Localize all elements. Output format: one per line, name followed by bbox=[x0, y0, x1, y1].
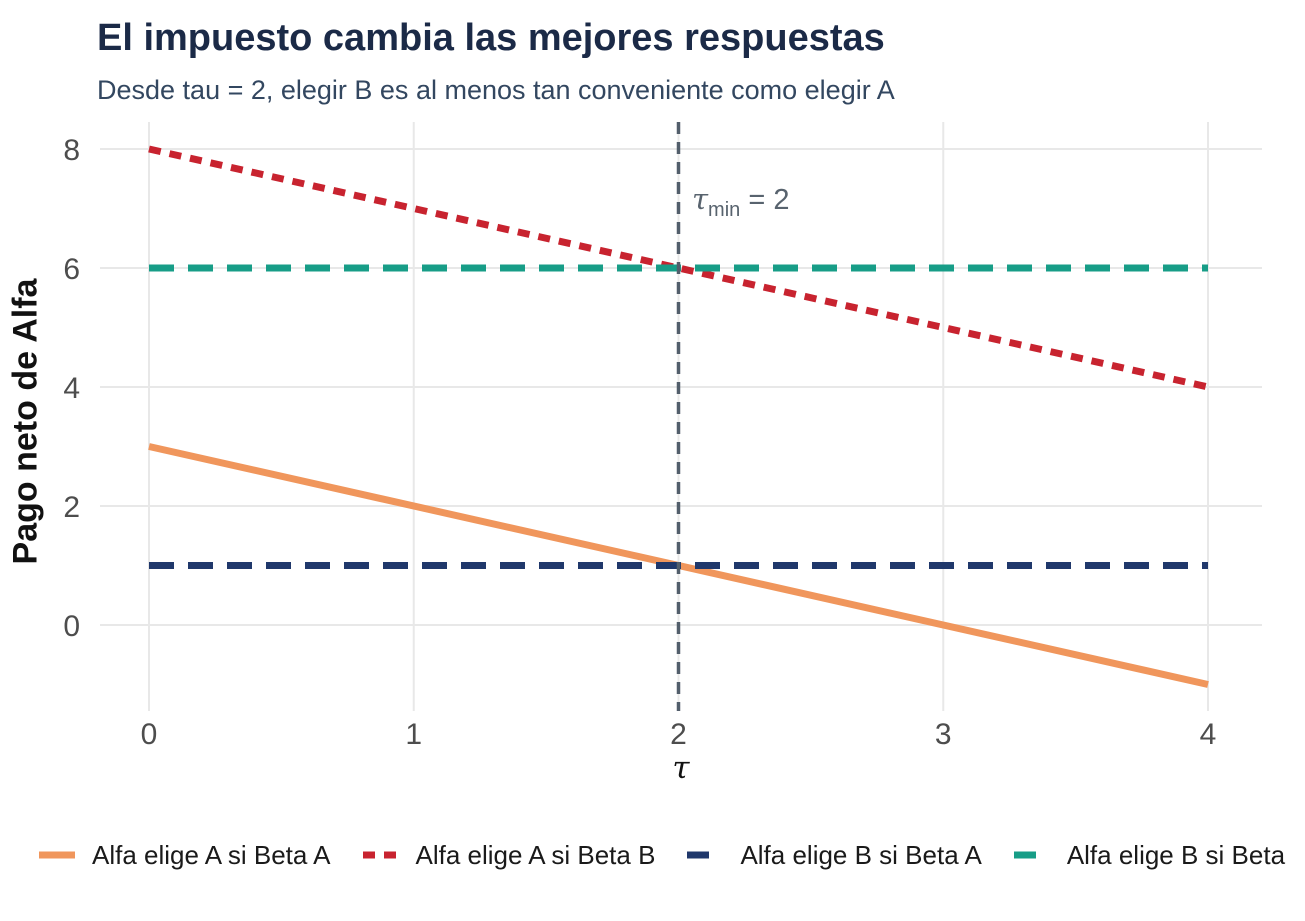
tau-min-annotation: τmin = 2 bbox=[692, 182, 789, 222]
y-tick-label: 6 bbox=[63, 253, 80, 286]
x-tick-label: 1 bbox=[405, 718, 422, 751]
y-axis-tick-labels: 0 2 4 6 8 bbox=[63, 134, 80, 643]
series-line bbox=[148, 145, 1209, 391]
x-tick-label: 3 bbox=[935, 718, 952, 751]
legend: Alfa elige A si Beta A Alfa elige A si Be… bbox=[37, 833, 1305, 877]
legend-key-line bbox=[39, 851, 75, 859]
y-axis-title: Pago neto de Alfa bbox=[6, 278, 45, 565]
annotation-value: = 2 bbox=[740, 184, 790, 216]
legend-key-line bbox=[1013, 851, 1050, 859]
legend-item: Alfa elige B si Beta A bbox=[685, 839, 982, 871]
y-tick-label: 8 bbox=[63, 134, 80, 167]
legend-label: Alfa elige B si Beta bbox=[1066, 839, 1286, 870]
legend-label: Alfa elige A si Beta B bbox=[415, 839, 656, 870]
tau-symbol: τ bbox=[692, 182, 709, 216]
x-tick-label: 2 bbox=[670, 718, 687, 751]
grid-lines bbox=[100, 122, 1262, 711]
x-tick-label: 0 bbox=[141, 718, 158, 751]
x-axis-title: τ bbox=[672, 750, 690, 786]
y-tick-label: 2 bbox=[63, 491, 80, 524]
legend-key-line bbox=[362, 851, 399, 859]
y-tick-label: 0 bbox=[63, 610, 80, 643]
legend-key-line bbox=[687, 851, 724, 859]
legend-item: Alfa elige A si Beta B bbox=[361, 839, 656, 871]
tau-subscript: min bbox=[708, 198, 741, 221]
x-axis-tick-labels: 0 1 2 3 4 bbox=[141, 718, 1217, 751]
legend-label: Alfa elige B si Beta A bbox=[740, 839, 982, 870]
y-tick-label: 4 bbox=[63, 372, 80, 405]
legend-item: Alfa elige A si Beta A bbox=[37, 840, 331, 871]
plot-panel: 0 1 2 3 4 0 2 4 6 8 bbox=[63, 122, 1262, 751]
x-tick-label: 4 bbox=[1200, 718, 1217, 751]
chart-subtitle: Desde tau = 2, elegir B es al menos tan … bbox=[97, 75, 895, 105]
legend-item: Alfa elige B si Beta bbox=[1012, 840, 1285, 871]
legend-label: Alfa elige A si Beta A bbox=[92, 839, 331, 870]
chart-title: El impuesto cambia las mejores respuesta… bbox=[97, 17, 885, 59]
